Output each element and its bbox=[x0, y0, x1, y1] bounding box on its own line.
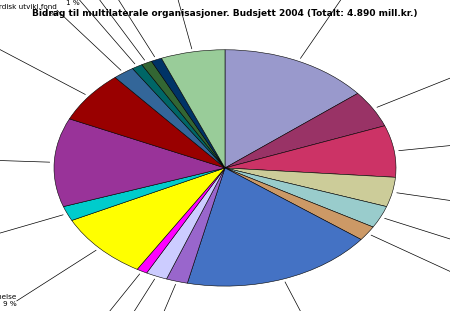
Wedge shape bbox=[63, 168, 225, 220]
Text: Bidrag til multilaterale organisasjoner. Budsjett 2004 (Totalt: 4.890 mill.kr.): Bidrag til multilaterale organisasjoner.… bbox=[32, 9, 418, 18]
Wedge shape bbox=[147, 168, 225, 279]
Wedge shape bbox=[162, 50, 225, 168]
Wedge shape bbox=[225, 93, 385, 168]
Wedge shape bbox=[137, 168, 225, 273]
Wedge shape bbox=[69, 77, 225, 168]
Text: Nordisk utvikl.fond
2 %: Nordisk utvikl.fond 2 % bbox=[0, 4, 57, 17]
Wedge shape bbox=[225, 168, 387, 227]
Wedge shape bbox=[152, 58, 225, 168]
Wedge shape bbox=[225, 126, 396, 177]
Wedge shape bbox=[225, 168, 396, 207]
Wedge shape bbox=[142, 61, 225, 168]
Text: Globale fond for helse
9 %: Globale fond for helse 9 % bbox=[0, 295, 17, 307]
Wedge shape bbox=[54, 119, 225, 207]
Wedge shape bbox=[133, 65, 225, 168]
Wedge shape bbox=[166, 168, 225, 283]
Wedge shape bbox=[187, 168, 361, 286]
Wedge shape bbox=[72, 168, 225, 269]
Wedge shape bbox=[115, 68, 225, 168]
Wedge shape bbox=[225, 50, 358, 168]
Wedge shape bbox=[225, 168, 373, 239]
Text: IFAD
1 %: IFAD 1 % bbox=[63, 0, 79, 6]
